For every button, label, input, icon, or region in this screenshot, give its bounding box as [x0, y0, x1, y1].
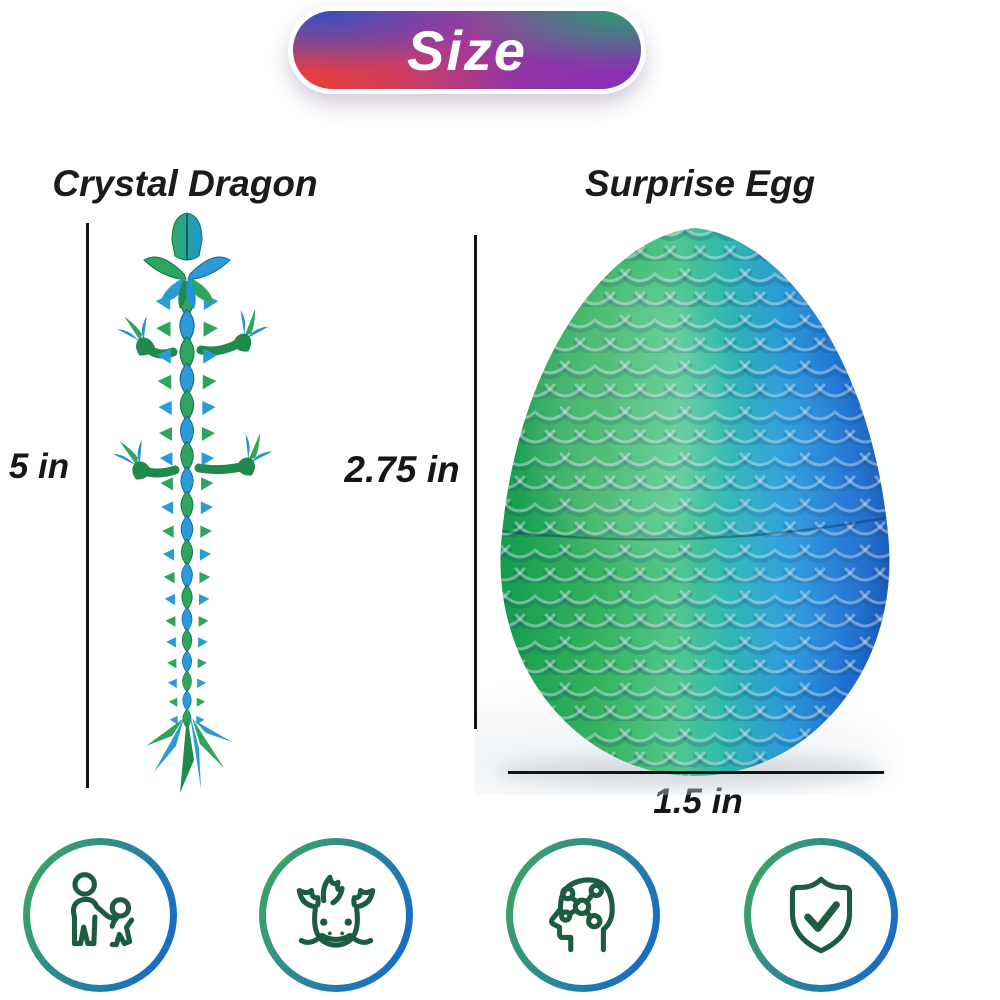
- shield-check-icon: [789, 876, 853, 954]
- dragon-title: Crystal Dragon: [52, 163, 318, 204]
- dragon-face-icon: [296, 874, 376, 948]
- parent-child-icon: [70, 872, 135, 948]
- size-banner: Size: [288, 6, 646, 94]
- crystal-dragon-figure: [108, 212, 278, 793]
- egg-height-label: 2.75 in: [344, 449, 460, 490]
- head-molecule-icon: [549, 877, 615, 953]
- feature-badge-dragon: [259, 838, 413, 992]
- egg-height-line: [474, 235, 477, 729]
- feature-badge-inner: [30, 845, 170, 985]
- egg-title: Surprise Egg: [584, 163, 816, 204]
- size-banner-label: Size: [406, 18, 528, 82]
- feature-badge-inner: [266, 845, 406, 985]
- feature-badge-inner: [513, 845, 653, 985]
- feature-badge-parent-child: [23, 838, 177, 992]
- surprise-egg-figure: [475, 228, 890, 795]
- feature-badge-inner: [751, 845, 891, 985]
- dragon-height-label: 5 in: [8, 447, 70, 486]
- egg-width-line: [508, 771, 884, 774]
- feature-badge-safety: [744, 838, 898, 992]
- feature-badge-brain: [506, 838, 660, 992]
- dragon-height-line: [86, 223, 89, 788]
